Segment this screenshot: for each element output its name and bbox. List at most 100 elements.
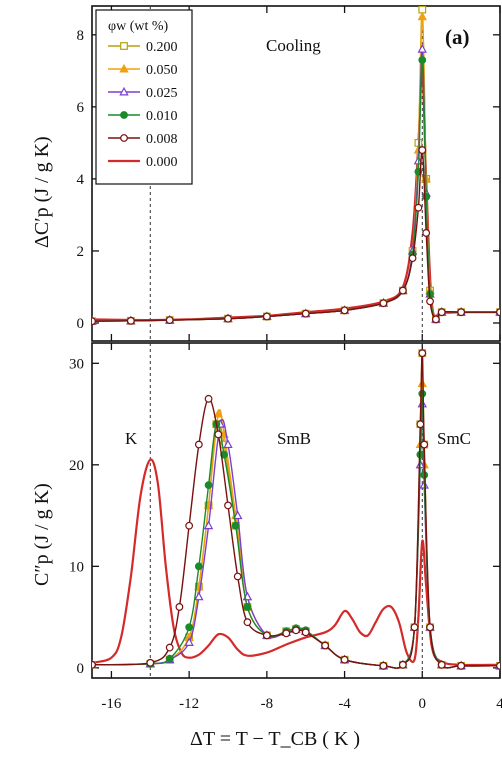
bottom-data-point-0.025 (194, 591, 204, 601)
legend-marker-0.200 (120, 42, 128, 50)
legend: φw (wt %) 0.200 0.050 0.025 0.010 0.008 0.000 (95, 9, 193, 185)
x-axis-title: ΔT = T − T_CB ( K ) (190, 728, 360, 750)
bottom-data-point-0.008 (379, 661, 388, 670)
bottom-y-tick-label: 20 (69, 458, 84, 474)
top-y-tick-label: 6 (77, 100, 85, 116)
top-data-point-0.008 (379, 299, 388, 308)
bottom-data-point-0.008 (418, 349, 427, 358)
top-data-point-0.008 (92, 317, 96, 326)
top-data-point-0.008 (426, 297, 434, 306)
x-tick-label: -16 (101, 696, 121, 712)
bottom-data-point-0.008 (224, 501, 232, 510)
legend-marker-0.008 (120, 134, 128, 142)
bottom-data-point-0.008 (496, 661, 500, 670)
legend-entry-label: 0.200 (146, 40, 178, 55)
top-y-tick-label: 2 (77, 244, 85, 260)
bottom-data-point-0.008 (175, 603, 184, 611)
phase-label-k: K (125, 429, 138, 448)
top-data-point-0.008 (224, 314, 232, 323)
bottom-data-point-0.010 (243, 603, 252, 611)
legend-entry-label: 0.008 (146, 132, 178, 147)
bottom-data-point-0.008 (420, 440, 429, 449)
x-tick-label: -12 (179, 696, 199, 712)
bottom-y-axis-title: C″p (J / g K) (31, 483, 53, 586)
bottom-data-point-0.008 (204, 394, 213, 403)
top-y-tick-label: 8 (77, 28, 85, 44)
bottom-data-point-0.010 (165, 654, 174, 663)
top-data-point-0.008 (165, 316, 174, 325)
bottom-data-point-0.008 (165, 643, 174, 652)
bottom-data-point-0.008 (146, 658, 155, 667)
top-panel-series (92, 6, 500, 326)
bottom-data-point-0.010 (194, 562, 203, 571)
legend-marker-0.025 (119, 86, 129, 96)
legend-entry-label: 0.010 (146, 109, 178, 124)
top-data-point-0.008 (422, 229, 431, 237)
top-data-point-0.008 (301, 309, 310, 318)
bottom-data-point-0.008 (321, 641, 330, 650)
bottom-data-point-0.025 (184, 637, 194, 646)
cooling-annotation: Cooling (266, 36, 321, 55)
top-data-point-0.008 (457, 308, 466, 317)
bottom-data-point-0.050 (417, 378, 427, 388)
bottom-data-point-0.010 (204, 481, 213, 490)
bottom-data-point-0.008 (194, 440, 203, 449)
x-tick-label: 0 (419, 696, 427, 712)
top-data-point-0.010 (422, 193, 431, 201)
top-data-point-0.010 (418, 56, 427, 64)
bottom-data-point-0.010 (231, 521, 240, 530)
bottom-data-point-0.008 (301, 628, 310, 637)
phase-label-smc: SmC (437, 429, 471, 448)
top-data-point-0.050 (417, 11, 427, 21)
bottom-data-point-0.008 (340, 655, 349, 664)
bottom-data-point-0.008 (416, 420, 425, 429)
top-y-tick-label: 0 (77, 316, 85, 332)
legend-entry-label: 0.000 (146, 155, 178, 170)
bottom-panel-series (92, 349, 500, 670)
bottom-data-point-0.008 (457, 661, 466, 670)
top-data-point-0.008 (431, 315, 440, 324)
bottom-data-point-0.008 (282, 629, 291, 638)
bottom-data-point-0.008 (214, 430, 223, 439)
bottom-data-point-0.008 (292, 626, 300, 635)
bottom-data-point-0.010 (185, 623, 194, 632)
top-data-point-0.008 (262, 312, 271, 321)
legend-box (95, 9, 193, 185)
x-tick-label: 4 (496, 696, 502, 712)
legend-title: φw (wt %) (108, 19, 169, 34)
top-data-point-0.008 (398, 286, 407, 295)
bottom-data-point-0.008 (426, 623, 434, 632)
bottom-data-point-0.008 (243, 618, 252, 627)
bottom-data-point-0.010 (418, 389, 427, 398)
phase-label-smb: SmB (277, 429, 311, 448)
bottom-data-point-0.008 (233, 572, 242, 581)
bottom-y-tick-label: 10 (69, 559, 84, 575)
top-data-point-0.008 (437, 308, 446, 317)
legend-entry-label: 0.025 (146, 86, 178, 101)
top-data-point-0.008 (340, 306, 349, 315)
legend-marker-0.050 (119, 63, 129, 73)
bottom-data-point-0.008 (410, 623, 419, 632)
top-y-tick-label: 4 (77, 172, 85, 188)
bottom-data-point-0.050 (213, 408, 223, 418)
top-y-axis-title: ΔC′p (J / g K) (31, 136, 53, 248)
bottom-data-point-0.010 (416, 450, 425, 459)
bottom-data-point-0.008 (262, 631, 271, 640)
bottom-y-tick-label: 30 (69, 356, 84, 372)
x-tick-label: -4 (338, 696, 351, 712)
top-data-point-0.008 (414, 203, 423, 212)
bottom-data-point-0.008 (437, 660, 446, 669)
top-data-point-0.008 (408, 254, 417, 263)
top-data-point-0.008 (126, 316, 135, 325)
top-data-point-0.025 (417, 44, 427, 53)
bottom-series-line-0.000 (92, 458, 500, 667)
panel-label: (a) (445, 25, 470, 49)
bottom-y-tick-label: 0 (77, 661, 85, 677)
bottom-data-point-0.025 (233, 510, 243, 520)
legend-marker-0.010 (120, 111, 128, 119)
top-data-point-0.008 (496, 308, 500, 317)
bottom-data-point-0.025 (223, 439, 233, 449)
legend-entry-label: 0.050 (146, 63, 178, 78)
bottom-data-point-0.025 (203, 520, 214, 530)
